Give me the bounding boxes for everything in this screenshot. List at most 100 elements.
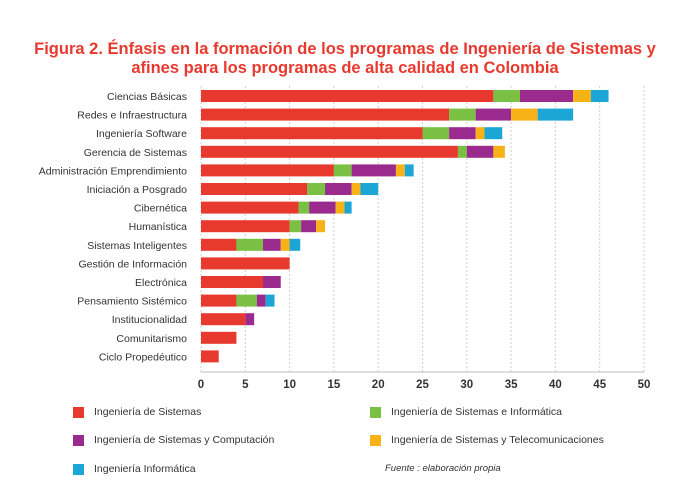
bar-segment (289, 238, 301, 251)
category-label: Electrónica (135, 277, 187, 289)
bar-segment (256, 294, 266, 307)
x-tick-label: 5 (242, 379, 249, 391)
category-label: Humanística (129, 221, 188, 233)
bar-segment (344, 201, 352, 214)
category-label: Ingeniería Software (96, 128, 187, 140)
bar-segment (493, 90, 520, 102)
chart-title-line-2: afines para los programas de alta calida… (131, 59, 559, 77)
bar-segment (484, 127, 503, 140)
bar-segment (537, 108, 574, 121)
bar-segment (201, 90, 494, 102)
legend-item: Ingeniería de Sistemas (73, 404, 201, 420)
bar-segment (201, 201, 299, 214)
x-tick-label: 35 (505, 379, 518, 391)
bar-segment (325, 183, 352, 195)
bar-segment (316, 220, 326, 233)
bar-segment (201, 220, 290, 233)
bar-segment (265, 294, 275, 307)
bar-segment (395, 164, 405, 177)
bar-segment (511, 108, 538, 121)
bar-segment (309, 201, 336, 214)
bar-segment (201, 350, 219, 363)
legend-swatch (370, 406, 381, 418)
bar-segment (351, 183, 361, 195)
bar-segment (360, 183, 379, 195)
legend-swatch (73, 434, 84, 446)
bar-segment (201, 313, 246, 326)
chart-title-line-1: Figura 2. Énfasis en la formación de los… (34, 40, 656, 58)
bar-segment (201, 145, 458, 158)
chart-title: Figura 2. Énfasis en la formación de los… (10, 40, 680, 78)
bar-segment (301, 220, 317, 233)
category-label: Cibernética (134, 203, 187, 215)
x-tick-label: 50 (638, 379, 651, 391)
bar-segment (201, 331, 237, 344)
bar-segment (475, 127, 485, 140)
bar-segment (201, 108, 450, 121)
legend-item: Ingeniería de Sistemas y Telecomunicacio… (370, 432, 604, 448)
source-note: Fuente : elaboración propia (385, 463, 501, 474)
bar-segment (201, 164, 334, 177)
bar-segment (263, 276, 281, 288)
bar-segment (280, 238, 290, 251)
bar-segment (298, 201, 310, 214)
bar-segment (466, 145, 494, 158)
x-tick-label: 15 (328, 379, 341, 391)
bar-segment (449, 127, 476, 140)
category-label: Gestión de Información (78, 258, 187, 270)
bar-segment (449, 108, 476, 121)
bar-segment (333, 164, 352, 177)
category-label: Sistemas Inteligentes (87, 240, 187, 252)
bar-segment (201, 238, 237, 251)
legend-label: Ingeniería de Sistemas y Computación (94, 434, 275, 446)
legend-item: Ingeniería de Sistemas e Informática (370, 404, 562, 420)
legend-label: Ingeniería de Sistemas (94, 406, 202, 418)
bar-segment (201, 127, 423, 140)
bar-segment (201, 276, 264, 288)
category-label: Administración Emprendimiento (39, 165, 187, 177)
bar-segment (475, 108, 512, 121)
bar-segment (493, 145, 505, 158)
bar-segment (590, 90, 609, 102)
x-tick-label: 45 (593, 379, 606, 391)
category-label: Institucionalidad (112, 314, 187, 326)
bar-segment (236, 294, 257, 307)
legend-item: Ingeniería Informática (73, 461, 196, 477)
bar-segment (573, 90, 591, 102)
x-tick-label: 10 (283, 379, 296, 391)
bar-segment (351, 164, 396, 177)
bar-segment (289, 220, 302, 233)
bar-segment (404, 164, 414, 177)
bar-segment (307, 183, 326, 195)
category-label: Ciclo Propedéutico (99, 351, 187, 363)
bar-segment (335, 201, 345, 214)
legend-swatch (370, 434, 381, 446)
x-tick-label: 40 (549, 379, 562, 391)
category-label: Gerencia de Sistemas (84, 147, 187, 159)
category-label: Redes e Infraestructura (77, 110, 187, 122)
bar-segment (201, 294, 237, 307)
category-label: Ciencias Básicas (107, 91, 187, 103)
legend-label: Ingeniería de Sistemas y Telecomunicacio… (391, 434, 604, 446)
bar-segment (245, 313, 255, 326)
bar-segment (457, 145, 467, 158)
legend-item: Ingeniería de Sistemas y Computación (73, 432, 274, 448)
x-tick-label: 0 (198, 379, 204, 391)
bar-segment (263, 238, 281, 251)
x-tick-label: 25 (416, 379, 429, 391)
bar-segment (519, 90, 574, 102)
bar-segment (201, 183, 308, 195)
legend-label: Ingeniería Informática (94, 463, 196, 475)
x-tick-label: 30 (460, 379, 473, 391)
legend-label: Ingeniería de Sistemas e Informática (391, 406, 563, 418)
bar-segment (236, 238, 264, 251)
bar-segment (201, 257, 290, 270)
legend-swatch (73, 406, 84, 418)
bar-segment (422, 127, 450, 140)
legend-swatch (73, 463, 84, 475)
category-label: Comunitarismo (116, 333, 187, 345)
category-label: Iniciación a Posgrado (87, 184, 188, 196)
x-tick-label: 20 (372, 379, 385, 391)
category-label: Pensamiento Sistémico (77, 296, 187, 308)
